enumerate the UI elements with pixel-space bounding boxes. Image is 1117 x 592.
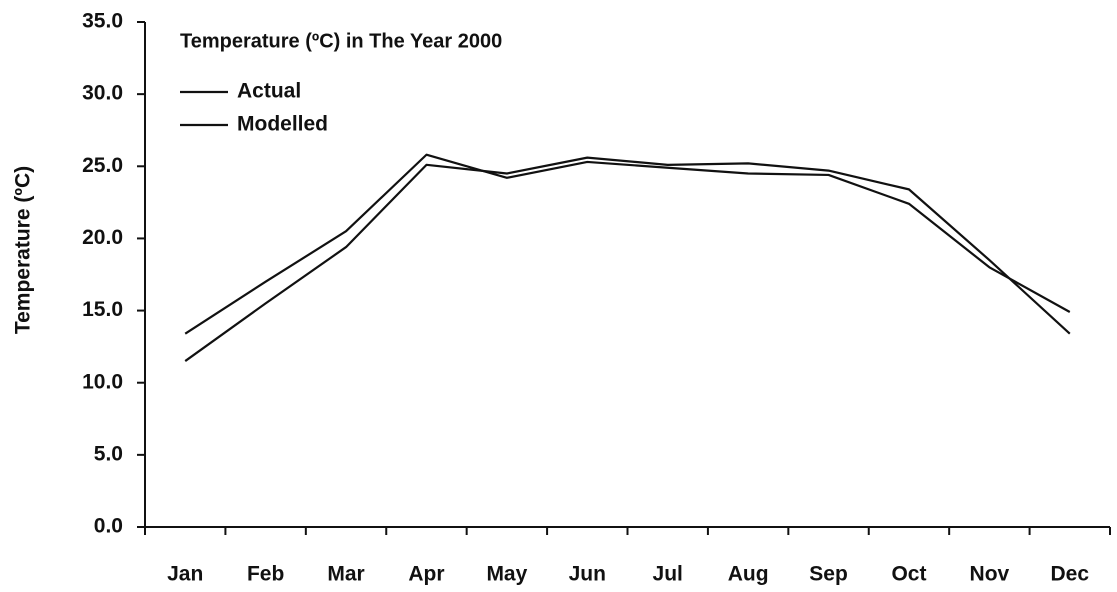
y-tick-label: 15.0 bbox=[82, 298, 123, 321]
chart-title: Temperature (ºC) in The Year 2000 bbox=[180, 30, 502, 52]
x-tick-label: Aug bbox=[728, 563, 769, 586]
y-tick-label: 35.0 bbox=[82, 10, 123, 33]
x-tick-label: Nov bbox=[970, 563, 1010, 586]
series-line bbox=[184, 156, 1071, 362]
y-tick-label: 5.0 bbox=[94, 442, 123, 465]
x-tick-label: Feb bbox=[247, 563, 284, 586]
x-tick-label: Jul bbox=[653, 563, 683, 586]
x-tick-label: Jan bbox=[167, 563, 203, 586]
x-tick-label: Mar bbox=[327, 563, 364, 586]
y-tick-label: 30.0 bbox=[82, 82, 123, 105]
x-tick-label: Oct bbox=[891, 563, 926, 586]
x-tick-label: Dec bbox=[1051, 563, 1090, 586]
y-axis-label: Temperature (ºC) bbox=[12, 166, 35, 334]
x-tick-label: Jun bbox=[569, 563, 606, 586]
y-tick-label: 25.0 bbox=[82, 154, 123, 177]
x-tick-label: May bbox=[486, 563, 527, 586]
y-tick-label: 0.0 bbox=[94, 515, 123, 538]
y-tick-label: 20.0 bbox=[82, 226, 123, 249]
legend-label: Modelled bbox=[237, 113, 328, 136]
series-line bbox=[184, 153, 1071, 335]
y-tick-label: 10.0 bbox=[82, 370, 123, 393]
x-tick-label: Sep bbox=[809, 563, 848, 586]
x-tick-label: Apr bbox=[408, 563, 444, 586]
legend-label: Actual bbox=[237, 80, 301, 103]
